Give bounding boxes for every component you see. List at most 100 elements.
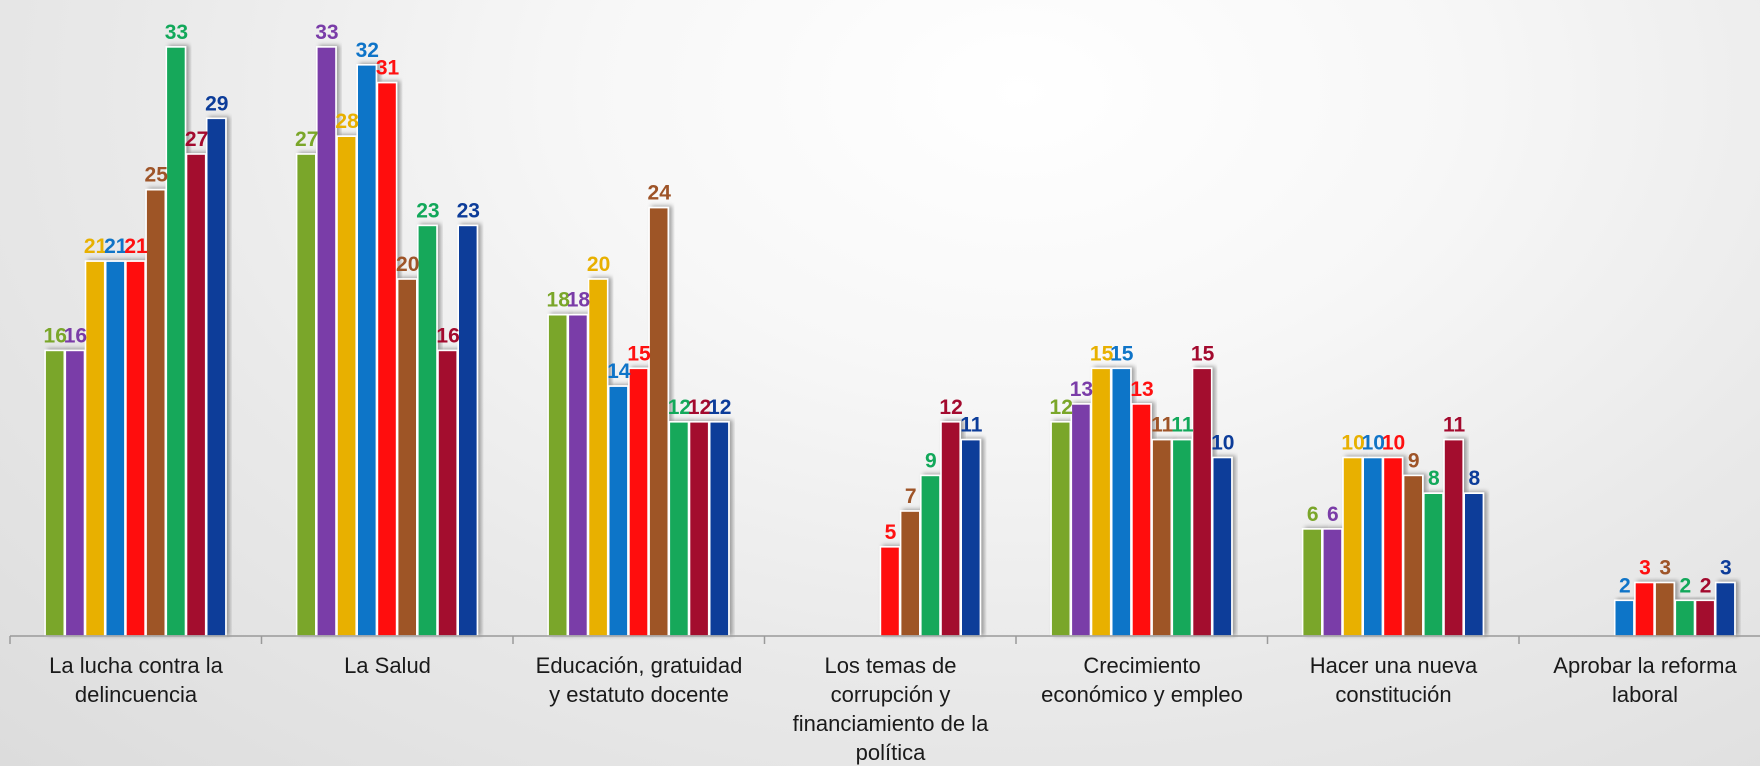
bar-c3-s6	[919, 474, 941, 637]
bar-c4-s5	[1151, 438, 1173, 637]
bar-c6-s6	[1674, 599, 1696, 637]
bar-c2-s6	[668, 420, 690, 637]
bar-c0-s2	[84, 260, 106, 637]
bar-c0-s5	[145, 188, 167, 637]
bar-c5-s7	[1443, 438, 1465, 637]
data-label-c3-s8: 11	[960, 414, 983, 437]
data-label-c6-s8: 3	[1720, 557, 1732, 580]
bar-c6-s5	[1654, 581, 1676, 637]
bar-c5-s1	[1322, 528, 1343, 637]
data-label-c4-s4: 13	[1130, 378, 1153, 401]
bar-c4-s8	[1211, 456, 1233, 637]
data-label-c1-s4: 31	[376, 57, 400, 80]
data-label-c4-s0: 12	[1050, 396, 1073, 419]
bar-c5-s8	[1463, 492, 1485, 637]
data-label-c4-s7: 15	[1191, 342, 1215, 365]
category-label-5: Hacer una nueva constitución	[1310, 653, 1478, 707]
bar-c1-s4	[376, 81, 398, 637]
category-label-2: Educación, gratuidad y estatuto docente	[536, 653, 743, 707]
bar-c2-s3	[607, 385, 629, 637]
bar-c3-s8	[960, 438, 982, 637]
category-label-1: La Salud	[344, 653, 431, 678]
data-label-c3-s7: 12	[939, 396, 962, 419]
data-label-c0-s2: 21	[84, 235, 108, 258]
bar-c1-s1	[315, 46, 337, 637]
data-label-c1-s5: 20	[396, 253, 419, 276]
data-label-c1-s1: 33	[315, 21, 338, 44]
bar-c0-s6	[165, 46, 187, 637]
bar-c6-s3	[1613, 599, 1635, 637]
bar-c6-s8	[1714, 581, 1736, 637]
bar-c4-s3	[1110, 367, 1132, 637]
data-label-c5-s6: 8	[1428, 467, 1440, 490]
data-label-c1-s6: 23	[416, 199, 439, 222]
bar-c5-s2	[1342, 456, 1364, 637]
category-label-0: La lucha contra la delincuencia	[49, 653, 223, 707]
bar-c5-s5	[1402, 474, 1424, 637]
data-label-c1-s7: 16	[436, 324, 459, 347]
data-label-c5-s1: 6	[1327, 503, 1339, 526]
bar-c4-s6	[1171, 438, 1193, 637]
category-label-3: Los temas de corrupción y financiamiento d…	[793, 653, 989, 765]
data-label-c1-s0: 27	[295, 128, 318, 151]
data-label-c2-s3: 14	[607, 360, 631, 383]
bar-c1-s2	[336, 135, 358, 637]
data-label-c1-s3: 32	[356, 39, 379, 62]
data-label-c2-s5: 24	[648, 182, 672, 205]
bar-c3-s4	[879, 545, 901, 637]
data-label-c5-s0: 6	[1307, 503, 1319, 526]
bar-c2-s8	[708, 420, 730, 637]
bar-c3-s7	[940, 420, 962, 637]
data-label-c6-s5: 3	[1659, 557, 1671, 580]
bar-c0-s3	[104, 260, 126, 637]
data-label-c6-s6: 2	[1680, 574, 1692, 597]
bar-c4-s0	[1050, 420, 1072, 637]
bar-c1-s5	[396, 278, 418, 637]
bar-c5-s3	[1362, 456, 1384, 637]
data-label-c3-s6: 9	[925, 449, 937, 472]
bar-c6-s4	[1634, 581, 1655, 637]
data-label-c4-s1: 13	[1070, 378, 1093, 401]
bar-c1-s7	[437, 349, 459, 637]
data-label-c1-s8: 23	[457, 199, 480, 222]
bar-c4-s1	[1070, 403, 1092, 637]
data-label-c0-s3: 21	[104, 235, 128, 258]
data-label-c0-s6: 33	[165, 21, 188, 44]
bar-c2-s2	[587, 278, 609, 637]
bar-c5-s6	[1423, 492, 1444, 637]
data-label-c4-s6: 11	[1171, 414, 1194, 437]
data-label-c4-s8: 10	[1211, 432, 1234, 455]
data-label-c6-s4: 3	[1639, 557, 1651, 580]
data-label-c2-s8: 12	[708, 396, 731, 419]
category-label-4: Crecimiento económico y empleo	[1041, 653, 1243, 707]
bar-c5-s0	[1301, 528, 1323, 637]
bar-c2-s5	[648, 206, 670, 637]
bar-c4-s7	[1191, 367, 1213, 637]
x-axis	[9, 635, 1760, 644]
data-label-c2-s2: 20	[587, 253, 610, 276]
bar-c1-s8	[457, 224, 479, 637]
data-label-c6-s3: 2	[1619, 574, 1631, 597]
bar-c3-s5	[899, 510, 921, 637]
data-label-c2-s0: 18	[547, 289, 571, 312]
data-label-c2-s7: 12	[688, 396, 711, 419]
data-label-c0-s4: 21	[124, 235, 148, 258]
data-label-c2-s6: 12	[668, 396, 691, 419]
bar-c2-s0	[547, 313, 569, 637]
bar-c2-s7	[688, 420, 710, 637]
data-label-c5-s3: 10	[1362, 432, 1385, 455]
data-label-c4-s5: 11	[1151, 414, 1174, 437]
data-label-c0-s5: 25	[145, 164, 169, 187]
data-label-c3-s5: 7	[905, 485, 917, 508]
data-label-c0-s8: 29	[205, 92, 228, 115]
data-label-c4-s3: 15	[1110, 342, 1134, 365]
data-label-c2-s1: 18	[567, 289, 591, 312]
bar-c1-s3	[356, 64, 378, 637]
data-label-c6-s7: 2	[1700, 574, 1712, 597]
data-label-c3-s4: 5	[885, 521, 897, 544]
data-label-c5-s7: 11	[1443, 414, 1466, 437]
data-label-c5-s4: 10	[1382, 432, 1405, 455]
bar-c2-s4	[628, 367, 649, 637]
